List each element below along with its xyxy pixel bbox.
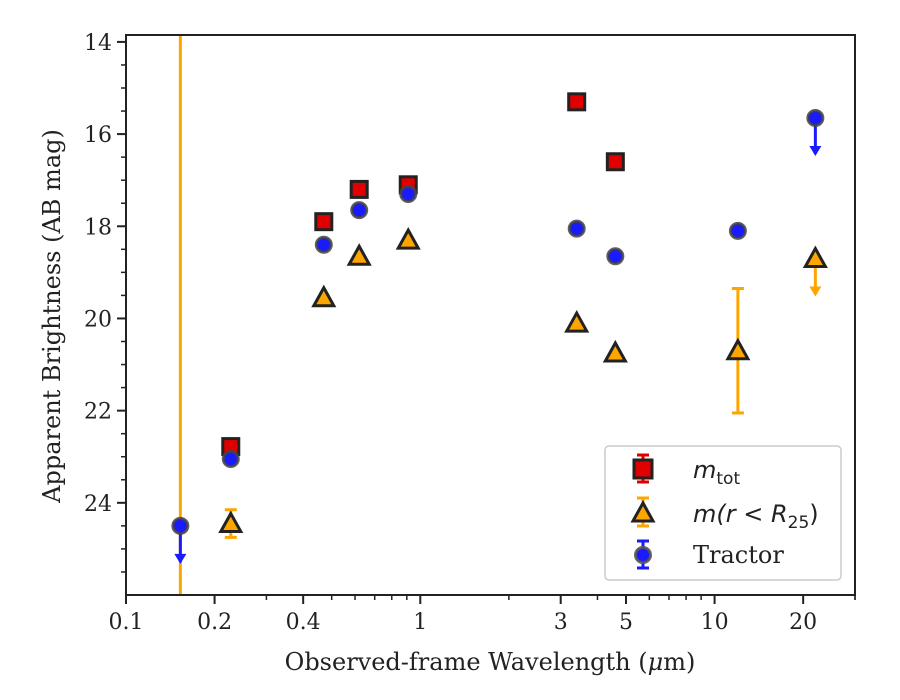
tractor-point [606,247,625,266]
tractor-point [171,516,190,535]
y-axis-label: Apparent Brightness (AB mag) [38,129,66,504]
legend-m25-label: m(r < R25) [693,500,819,533]
m25-point [564,309,590,333]
legend-mtot-marker [632,458,654,480]
legend-entry-mtot: mtot [632,453,740,489]
m25-point [346,243,372,266]
tractor-point [728,221,747,240]
x-tick-label: 10 [701,610,729,635]
legend-entry-tractor: Tractor [634,539,784,570]
mtot-point [567,92,587,112]
m25-point [725,337,751,361]
upper-limit-arrowhead [174,553,187,564]
tractor-point [567,219,586,238]
plot-area [171,35,828,595]
plot-frame [125,34,856,596]
m25-point [218,510,244,534]
x-tick-label: 0.2 [197,610,232,635]
tractor-point [221,450,240,469]
x-tick-label: 0.4 [286,610,321,635]
y-tick-label: 24 [84,492,112,517]
legend-m25-marker [630,499,656,523]
y-tick-label: 16 [84,123,112,148]
x-tick-label: 3 [554,610,568,635]
y-tick-label: 20 [84,307,112,332]
legend-entry-m25: m(r < R25) [630,496,819,533]
upper-limit-arrowhead [809,145,822,156]
x-tick-label: 1 [413,610,427,635]
legend-box [604,445,842,581]
mtot-point [314,212,334,232]
m25-point [602,339,628,363]
x-axis-label: Observed-frame Wavelength (μm) [285,648,696,676]
y-tick-label: 22 [84,400,112,425]
x-tick-label: 5 [619,610,633,635]
axis-ticks: 0.1 0.2 0.4 1 3 5 10 20 14 16 18 20 22 24 [84,31,856,635]
legend-tractor-marker [634,546,652,564]
m25-point [311,284,337,308]
x-tick-label: 0.1 [109,610,144,635]
m25-point [395,227,421,250]
m25-point [802,245,828,269]
upper-limit-arrowhead [809,286,822,297]
tractor-point [314,235,333,254]
y-tick-label: 18 [84,215,112,240]
tractor-point [399,185,418,204]
mtot-point [349,179,369,199]
y-tick-label: 14 [84,31,112,56]
legend-tractor-label: Tractor [693,541,784,569]
legend-mtot-label: mtot [693,456,740,489]
mtot-point [605,152,625,172]
legend: mtot m(r < R25) Tractor [604,445,842,581]
tractor-point [806,108,825,127]
tractor-point [350,201,369,220]
x-tick-label: 20 [789,610,817,635]
